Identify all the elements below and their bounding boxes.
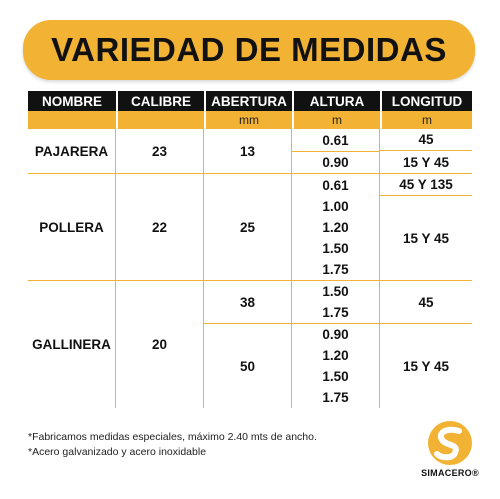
table-row: 50 0.90 15 Y 45 <box>28 324 472 408</box>
altura-cell: 1.00 <box>292 196 380 217</box>
table-row: PAJARERA 23 13 0.61 45 <box>28 129 472 173</box>
brand-logo: SIMACERO® <box>415 420 485 478</box>
altura-cell: 1.75 <box>292 302 380 324</box>
footnote: *Fabricamos medidas especiales, máximo 2… <box>28 431 317 443</box>
column-header: ABERTURA <box>204 91 292 111</box>
table-row: POLLERA 22 25 0.61 45 Y 135 <box>28 173 472 280</box>
table-row: 1.20 <box>28 345 472 366</box>
simacero-logo-icon <box>428 421 472 465</box>
calibre-cell: 23 <box>116 129 204 173</box>
product-name: POLLERA <box>28 173 116 280</box>
product-name: GALLINERA <box>28 280 116 408</box>
altura-cell: 1.50 <box>292 366 380 387</box>
table-row: 1.75 <box>28 259 472 280</box>
table-row: 1.75 <box>28 387 472 408</box>
abertura-cell: 13 <box>204 129 292 173</box>
altura-cell: 1.20 <box>292 217 380 238</box>
header-row: NOMBRE CALIBRE ABERTURA ALTURA LONGITUD <box>28 91 472 111</box>
table-row: GALLINERA 20 38 1.50 45 <box>28 280 472 408</box>
altura-cell: 1.75 <box>292 387 380 408</box>
brand-name: SIMACERO® <box>421 468 479 478</box>
longitud-cell: 45 <box>380 129 472 151</box>
longitud-cell: 15 Y 45 <box>402 230 450 246</box>
altura-cell: 1.20 <box>292 345 380 366</box>
altura-cell: 0.61 <box>292 129 380 151</box>
unit-cell <box>28 111 116 129</box>
altura-cell: 1.50 <box>292 238 380 259</box>
column-header: NOMBRE <box>28 91 116 111</box>
column-header: CALIBRE <box>116 91 204 111</box>
unit-cell <box>116 111 204 129</box>
calibre-cell: 20 <box>116 280 204 408</box>
unit-cell: m <box>380 111 472 129</box>
longitud-cell: 15 Y 45 <box>402 358 450 374</box>
longitud-cell: 45 <box>380 280 472 324</box>
footnote: *Acero galvanizado y acero inoxidable <box>28 446 207 458</box>
abertura-cell: 38 <box>204 280 292 324</box>
measurements-table: NOMBRE CALIBRE ABERTURA ALTURA LONGITUD … <box>28 91 472 408</box>
unit-cell: m <box>292 111 380 129</box>
altura-cell: 1.75 <box>292 259 380 280</box>
abertura-cell: 50 <box>204 324 292 408</box>
altura-cell: 0.90 <box>292 151 380 173</box>
table-row: 0.90 15 Y 45 <box>28 151 472 173</box>
table-row: 1.00 15 Y 45 <box>28 196 472 246</box>
altura-cell: 0.61 <box>292 173 380 196</box>
title-banner: VARIEDAD DE MEDIDAS <box>23 20 475 80</box>
column-header: ALTURA <box>292 91 380 111</box>
abertura-cell: 25 <box>204 173 292 280</box>
units-row: mm m m <box>28 111 472 129</box>
table-row: 1.50 <box>28 366 472 387</box>
altura-cell: 0.90 <box>292 324 380 345</box>
calibre-cell: 22 <box>116 173 204 280</box>
longitud-cell: 15 Y 45 <box>402 154 450 170</box>
page-title: VARIEDAD DE MEDIDAS <box>51 31 447 68</box>
longitud-cell: 45 Y 135 <box>380 173 472 196</box>
altura-cell: 1.50 <box>292 280 380 302</box>
column-header: LONGITUD <box>380 91 472 111</box>
table-row: 1.20 <box>28 217 472 238</box>
table-row: 1.75 <box>28 302 472 324</box>
table-row: 1.50 <box>28 238 472 259</box>
product-name: PAJARERA <box>28 129 116 173</box>
unit-cell: mm <box>204 111 292 129</box>
